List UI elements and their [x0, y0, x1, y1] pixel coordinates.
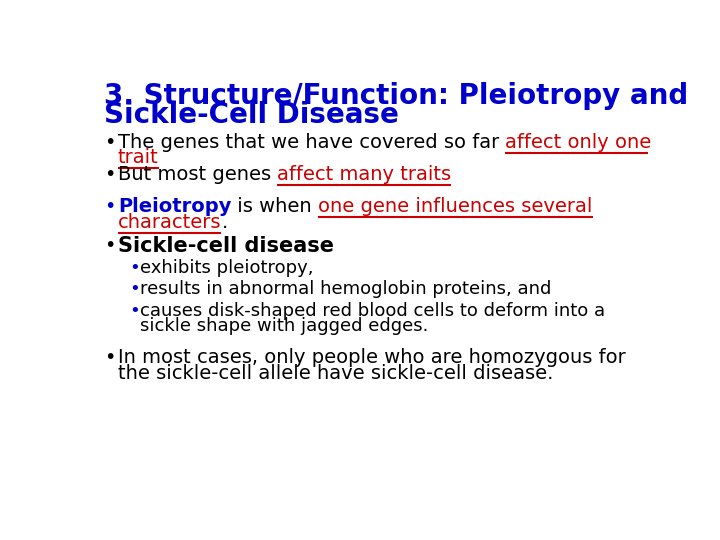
Text: •: •	[104, 165, 115, 184]
Text: •: •	[104, 197, 115, 216]
Text: characters: characters	[118, 213, 222, 232]
Text: •: •	[104, 348, 115, 367]
Text: the sickle-cell allele have sickle-cell disease.: the sickle-cell allele have sickle-cell …	[118, 363, 553, 382]
Text: •: •	[104, 132, 115, 152]
Text: •: •	[104, 236, 115, 255]
Text: •: •	[129, 302, 140, 320]
Text: one gene influences several: one gene influences several	[318, 197, 593, 216]
Text: .: .	[222, 213, 228, 232]
Text: Sickle-cell disease: Sickle-cell disease	[118, 236, 334, 256]
Text: •: •	[129, 280, 140, 299]
Text: In most cases, only people who are homozygous for: In most cases, only people who are homoz…	[118, 348, 626, 367]
Text: The genes that we have covered so far: The genes that we have covered so far	[118, 132, 505, 152]
Text: exhibits pleiotropy,: exhibits pleiotropy,	[140, 259, 314, 277]
Text: results in abnormal hemoglobin proteins, and: results in abnormal hemoglobin proteins,…	[140, 280, 552, 299]
Text: affect only one: affect only one	[505, 132, 652, 152]
Text: But most genes: But most genes	[118, 165, 277, 184]
Text: •: •	[129, 259, 140, 277]
Text: Sickle-Cell Disease: Sickle-Cell Disease	[104, 101, 399, 129]
Text: trait: trait	[118, 148, 158, 167]
Text: affect many traits: affect many traits	[277, 165, 451, 184]
Text: Pleiotropy: Pleiotropy	[118, 197, 231, 216]
Text: 3. Structure/Function: Pleiotropy and: 3. Structure/Function: Pleiotropy and	[104, 82, 688, 110]
Text: sickle shape with jagged edges.: sickle shape with jagged edges.	[140, 318, 428, 335]
Text: causes disk-shaped red blood cells to deform into a: causes disk-shaped red blood cells to de…	[140, 302, 606, 320]
Text: is when: is when	[231, 197, 318, 216]
